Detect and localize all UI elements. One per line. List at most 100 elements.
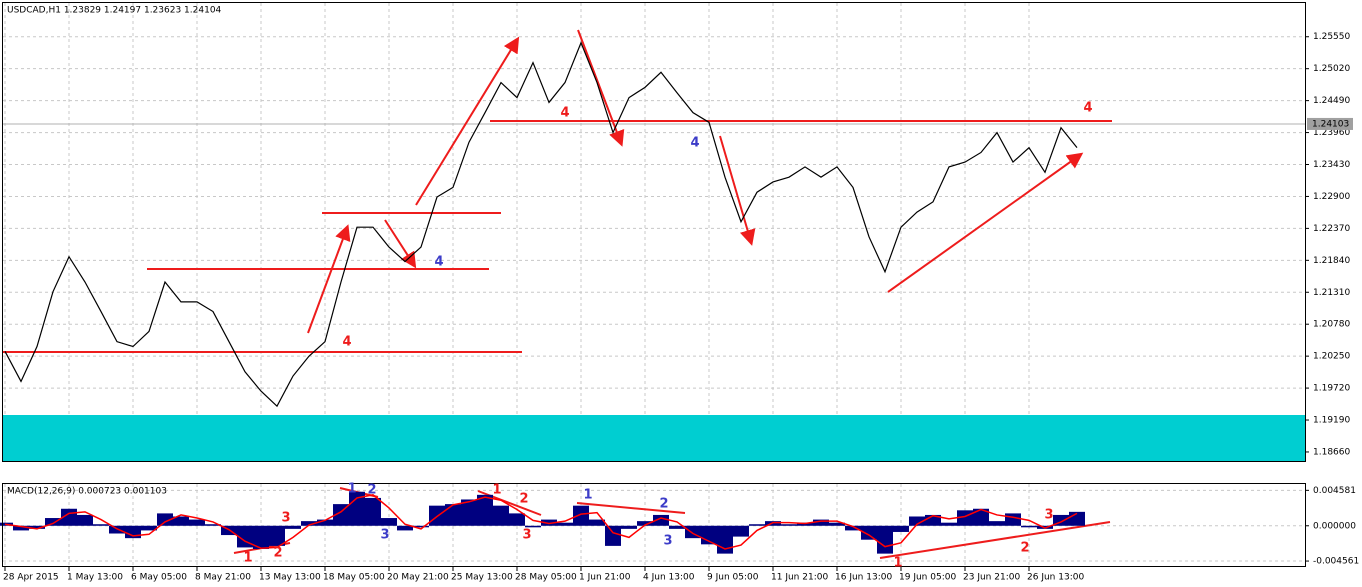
x-tick-label: 26 Jun 13:00 [1027,573,1084,583]
x-tick-label: 13 May 13:00 [259,573,321,583]
macd-title: MACD(12,26,9) 0.000723 0.001103 [7,487,167,497]
macd-bar [173,516,189,526]
x-tick-label: 20 May 21:00 [387,573,449,583]
annotation: 1 [583,488,592,503]
annotation: 4 [560,106,569,121]
macd-bar [365,497,381,526]
annotation: 4 [690,136,699,151]
macd-bar [269,525,285,546]
annotation: 4 [1083,101,1092,116]
y-tick-label: 1.22370 [1313,224,1350,234]
macd-bar [605,525,621,546]
macd-bar [797,522,813,526]
y-tick-label: 1.19720 [1313,384,1350,394]
y-tick-label: 1.19190 [1313,416,1350,426]
macd-bar [477,494,493,526]
macd-bar [653,514,669,526]
last-price-label: 1.24103 [1312,119,1349,129]
x-tick-label: 19 Jun 05:00 [899,573,956,583]
macd-bar [893,525,909,532]
macd-bar [909,516,925,526]
macd-bar [829,522,845,526]
annotation: 4 [434,255,443,270]
marks-layer [0,41,1085,554]
macd-bar [317,519,333,526]
macd-bar [445,504,461,526]
chart-title: USDCAD,H1 1.23829 1.24197 1.23623 1.2410… [7,6,222,16]
y-tick-label: 1.21310 [1313,288,1350,298]
annotation: 3 [522,528,531,543]
annotation: 2 [519,492,528,507]
macd-bar [637,521,653,526]
price-line [4,41,1078,408]
macd-bar [573,505,589,526]
x-tick-label: 25 May 13:00 [451,573,513,583]
macd-bar [493,505,509,526]
annotation: 2 [273,546,282,561]
annotation: 3 [663,534,672,549]
x-tick-label: 6 May 05:00 [131,573,187,583]
macd-bar [333,504,349,526]
x-tick-label: 4 Jun 13:00 [643,573,695,583]
macd-bar [157,513,173,526]
macd-bar [141,525,157,531]
annotation: 1 [243,551,252,566]
y-tick-label: 1.23960 [1313,128,1350,138]
x-tick-label: 9 Jun 05:00 [707,573,759,583]
macd-bar [973,508,989,526]
macd-bar [781,524,797,526]
annotation: 1 [893,556,902,571]
macd-bar [77,514,93,526]
grid-layer [3,3,1305,566]
macd-bar [989,521,1005,526]
annotation: 2 [1020,541,1029,556]
annotation: 2 [659,497,668,512]
y-tick-label: 1.18660 [1313,447,1350,457]
annotation: 3 [380,528,389,543]
macd-bar [509,513,525,526]
y-tick-label: 1.23430 [1313,160,1350,170]
x-tick-label: 8 May 21:00 [195,573,251,583]
annotation: 4 [342,335,351,350]
y-tick-label: 0.004581 [1313,486,1356,496]
y-tick-label: 1.22900 [1313,192,1350,202]
macd-bar [733,525,749,537]
x-tick-label: 11 Jun 21:00 [771,573,828,583]
macd-bar [413,525,429,528]
x-tick-label: 18 May 05:00 [323,573,385,583]
macd-bar [749,524,765,526]
macd-bar [845,525,861,531]
macd-bar [397,525,413,531]
macd-bar [861,525,877,540]
annotation: 3 [281,511,290,526]
y-tick-label: 1.24490 [1313,96,1350,106]
x-tick-label: 1 May 13:00 [67,573,123,583]
macd-bar [253,525,269,549]
macd-bar [1005,513,1021,526]
macd-frame [2,483,1306,567]
macd-bar [205,524,221,526]
annotation: 1 [347,482,356,497]
macd-bar [925,514,941,526]
x-tick-label: 23 Jun 21:00 [963,573,1020,583]
y-tick-label: 1.20780 [1313,320,1350,330]
macd-bar [813,519,829,526]
macd-bar [461,499,477,526]
x-tick-label: 28 Apr 2015 [3,573,59,583]
macd-bar [285,525,301,529]
macd-bar [621,525,637,529]
annotation: 2 [367,483,376,498]
macd-bar [877,525,893,554]
macd-bar [93,524,109,526]
macd-bar [237,525,253,548]
macd-bar [13,525,29,531]
macd-bar [189,519,205,526]
y-tick-label: 1.25550 [1313,32,1350,42]
y-tick-label: 1.21840 [1313,256,1350,266]
y-tick-label: 0.000000 [1313,521,1356,531]
macd-bar [349,491,365,526]
macd-bar [525,525,541,528]
macd-bar [29,525,45,529]
x-tick-label: 16 Jun 13:00 [835,573,892,583]
last-price-box [1307,117,1353,130]
